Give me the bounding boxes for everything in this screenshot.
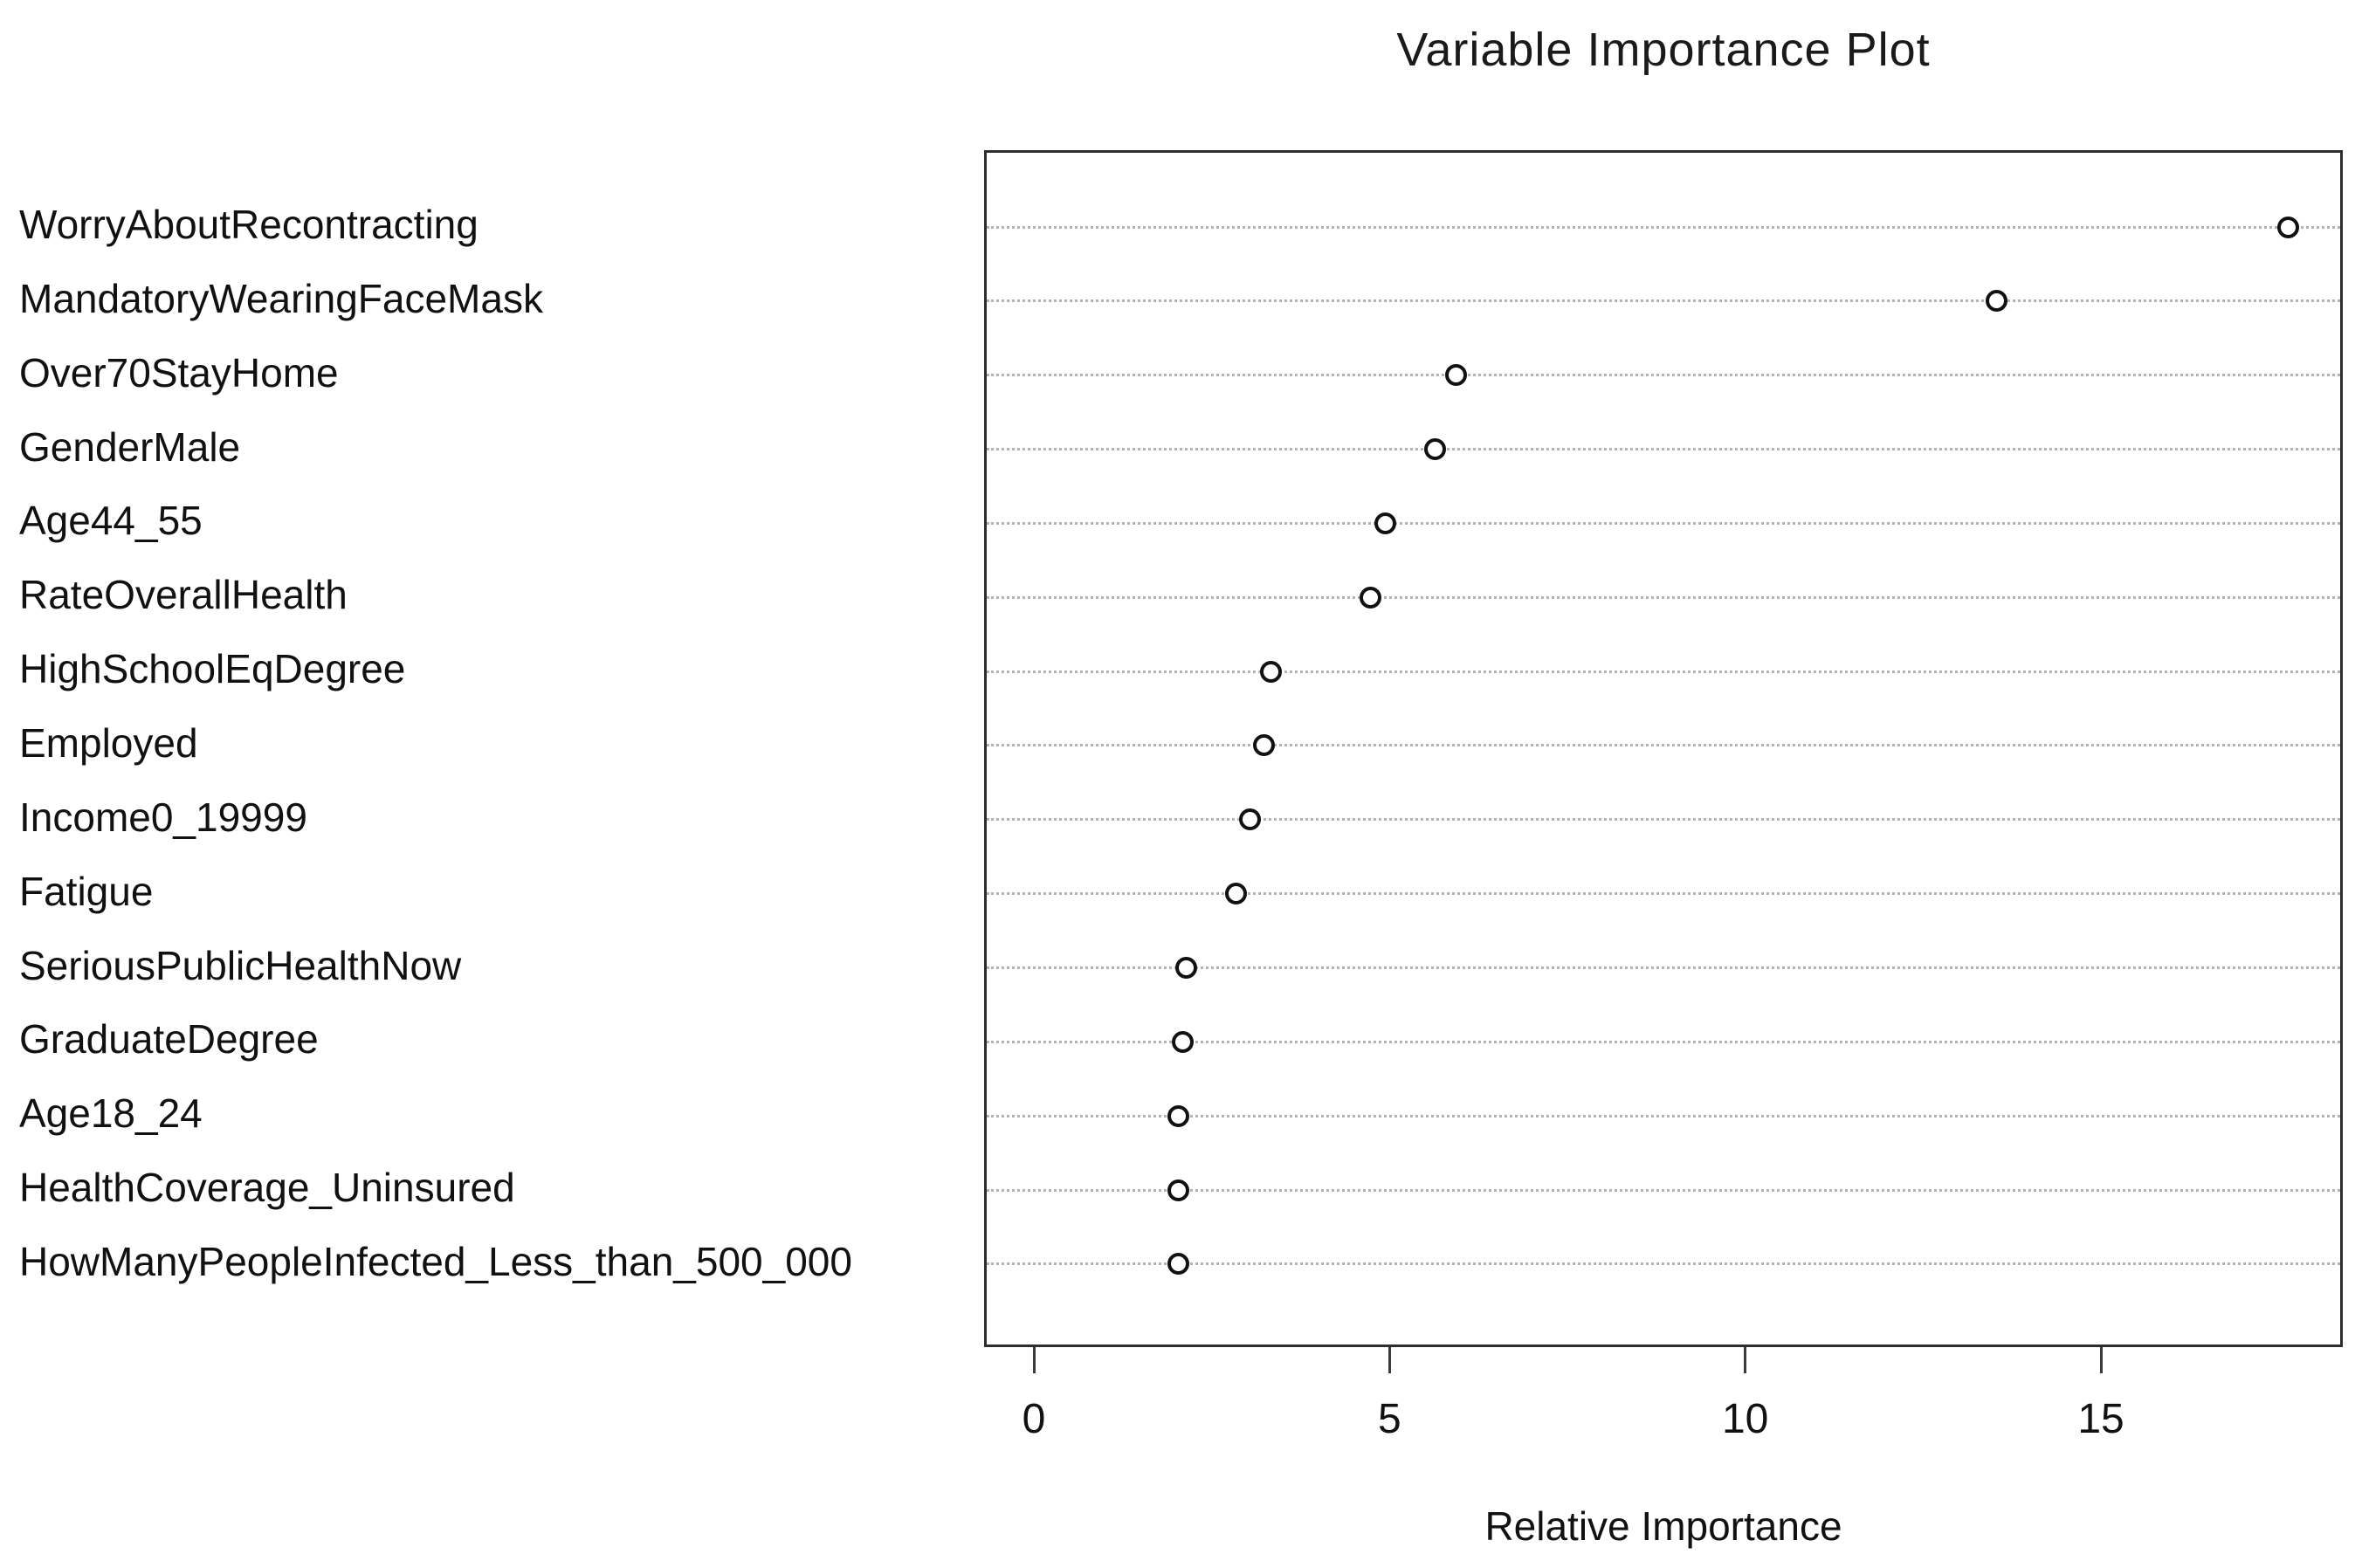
data-point-marker <box>1167 1104 1190 1127</box>
variable-label: WorryAboutRecontracting <box>19 202 479 247</box>
data-point-marker <box>1260 660 1283 683</box>
gridline <box>987 225 2340 229</box>
gridline <box>987 966 2340 970</box>
data-point-marker <box>1171 1030 1194 1053</box>
x-axis-tick-label: 5 <box>1377 1396 1401 1442</box>
variable-label: GraduateDegree <box>19 1016 319 1063</box>
gridline <box>987 892 2340 896</box>
variable-label: HowManyPeopleInfected_Less_than_500_000 <box>19 1238 852 1284</box>
gridline <box>987 1188 2340 1192</box>
data-point-marker <box>1423 438 1446 461</box>
data-point-marker <box>1253 734 1276 757</box>
x-axis-tick <box>1032 1347 1036 1373</box>
x-axis-tick-label: 15 <box>2077 1396 2124 1442</box>
gridline <box>987 670 2340 673</box>
variable-label: Over70StayHome <box>19 349 339 395</box>
variable-label: Fatigue <box>19 868 154 914</box>
variable-label: HealthCoverage_Uninsured <box>19 1165 515 1211</box>
variable-label: RateOverallHealth <box>19 572 348 618</box>
variable-label: Age44_55 <box>19 498 203 544</box>
variable-label: Age18_24 <box>19 1090 203 1137</box>
data-point-marker <box>1986 290 2008 313</box>
x-axis-tick-label: 0 <box>1022 1396 1046 1442</box>
x-axis-tick <box>1388 1347 1391 1373</box>
gridline <box>987 1040 2340 1043</box>
data-point-marker <box>1445 364 1468 387</box>
gridline <box>987 818 2340 822</box>
gridline <box>987 521 2340 525</box>
data-point-marker <box>1167 1253 1190 1276</box>
variable-label: MandatoryWearingFaceMask <box>19 275 543 321</box>
x-axis-title: Relative Importance <box>1484 1503 1842 1549</box>
plot-area <box>984 150 2343 1347</box>
data-point-marker <box>1167 1179 1190 1201</box>
gridline <box>987 1262 2340 1266</box>
data-point-marker <box>1174 957 1197 980</box>
data-point-marker <box>1360 586 1382 609</box>
variable-label: GenderMale <box>19 423 241 470</box>
variable-label: SeriousPublicHealthNow <box>19 942 462 988</box>
gridline <box>987 299 2340 303</box>
x-axis-tick <box>1744 1347 1747 1373</box>
variable-label: HighSchoolEqDegree <box>19 646 406 692</box>
gridline <box>987 595 2340 599</box>
variable-label: Income0_19999 <box>19 794 307 840</box>
chart-title: Variable Importance Plot <box>1396 24 1931 76</box>
gridline <box>987 1114 2340 1118</box>
gridline <box>987 374 2340 377</box>
variable-label: Employed <box>19 719 198 766</box>
x-axis-tick-label: 10 <box>1721 1396 1769 1442</box>
gridline <box>987 448 2340 451</box>
data-point-marker <box>1374 512 1396 534</box>
data-point-marker <box>1224 883 1247 905</box>
gridline <box>987 744 2340 747</box>
data-point-marker <box>1238 808 1261 831</box>
x-axis-tick <box>2099 1347 2103 1373</box>
data-point-marker <box>2277 216 2300 238</box>
